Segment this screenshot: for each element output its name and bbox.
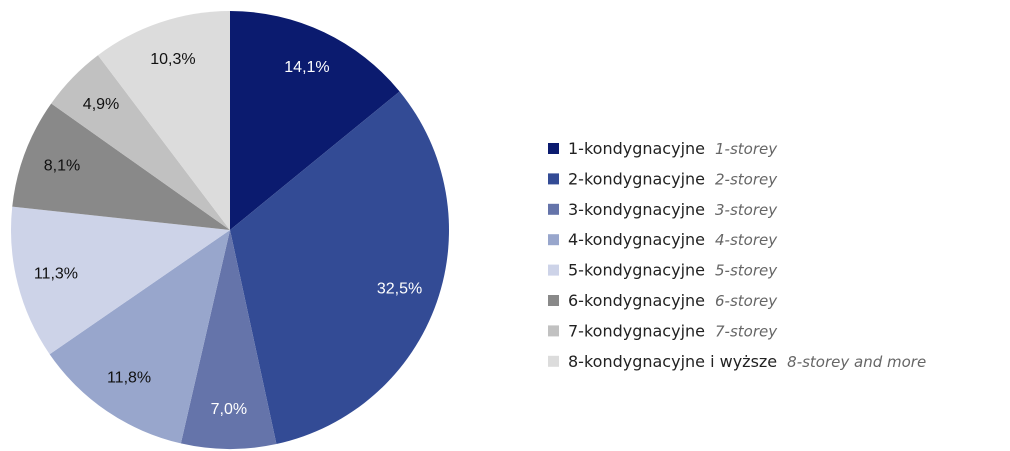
legend-swatch — [548, 355, 559, 367]
slice-label: 7,0% — [211, 401, 247, 418]
pie-slice — [230, 91, 449, 445]
slice-label: 11,8% — [107, 370, 151, 387]
pie-slice — [51, 55, 230, 230]
legend-label: 4-kondygnacyjne 4-storey — [568, 230, 778, 249]
legend-name-en: 7-storey — [715, 322, 778, 340]
legend-name-en: 2-storey — [715, 170, 778, 188]
legend-name: 4-kondygnacyjne — [568, 230, 705, 249]
pie-slice — [180, 230, 277, 449]
legend-name-en: 6-storey — [715, 292, 778, 310]
legend-name: 7-kondygnacyjne — [568, 321, 705, 340]
pie-slice — [49, 230, 230, 444]
legend-label: 8-kondygnacyjne i wyższe 8-storey and mor… — [568, 351, 926, 370]
legend-name-en: 4-storey — [715, 231, 778, 249]
pie-slice — [230, 11, 400, 230]
legend-swatch — [548, 143, 559, 154]
legend-label: 1-kondygnacyjne 1-storey — [568, 139, 778, 158]
pie-slice — [97, 11, 230, 230]
slice-label: 4,9% — [83, 96, 119, 113]
pie-slice — [12, 103, 231, 230]
legend-name-en: 8-storey and more — [787, 352, 926, 370]
legend-label: 3-kondygnacyjne 3-storey — [568, 199, 778, 218]
legend-name: 5-kondygnacyjne — [568, 260, 705, 279]
legend-swatch — [548, 325, 559, 337]
legend-swatch — [548, 264, 559, 276]
legend-name: 6-kondygnacyjne — [568, 291, 705, 310]
legend-name-en: 1-storey — [715, 140, 778, 158]
legend-swatch — [548, 295, 559, 306]
legend-label: 2-kondygnacyjne 2-storey — [568, 169, 778, 188]
legend-swatch — [548, 203, 559, 215]
slice-label: 14,1% — [284, 59, 329, 76]
slice-label: 11,3% — [34, 265, 78, 282]
slice-label: 8,1% — [44, 158, 80, 175]
legend-label: 5-kondygnacyjne 5-storey — [568, 260, 778, 279]
legend-name-en: 3-storey — [715, 200, 778, 218]
legend-label: 6-kondygnacyjne 6-storey — [568, 291, 778, 310]
legend-label: 7-kondygnacyjne 7-storey — [568, 321, 778, 340]
legend-name: 8-kondygnacyjne i wyższe — [568, 351, 777, 370]
slice-label: 10,3% — [150, 51, 195, 68]
legend-name: 2-kondygnacyjne — [568, 169, 705, 188]
legend-swatch — [548, 173, 559, 185]
legend-swatch — [548, 234, 559, 246]
pie-slice — [10, 206, 230, 355]
legend-name: 3-kondygnacyjne — [568, 199, 705, 218]
legend-name: 1-kondygnacyjne — [568, 139, 705, 158]
legend-name-en: 5-storey — [715, 261, 778, 279]
slice-label: 32,5% — [377, 280, 422, 297]
